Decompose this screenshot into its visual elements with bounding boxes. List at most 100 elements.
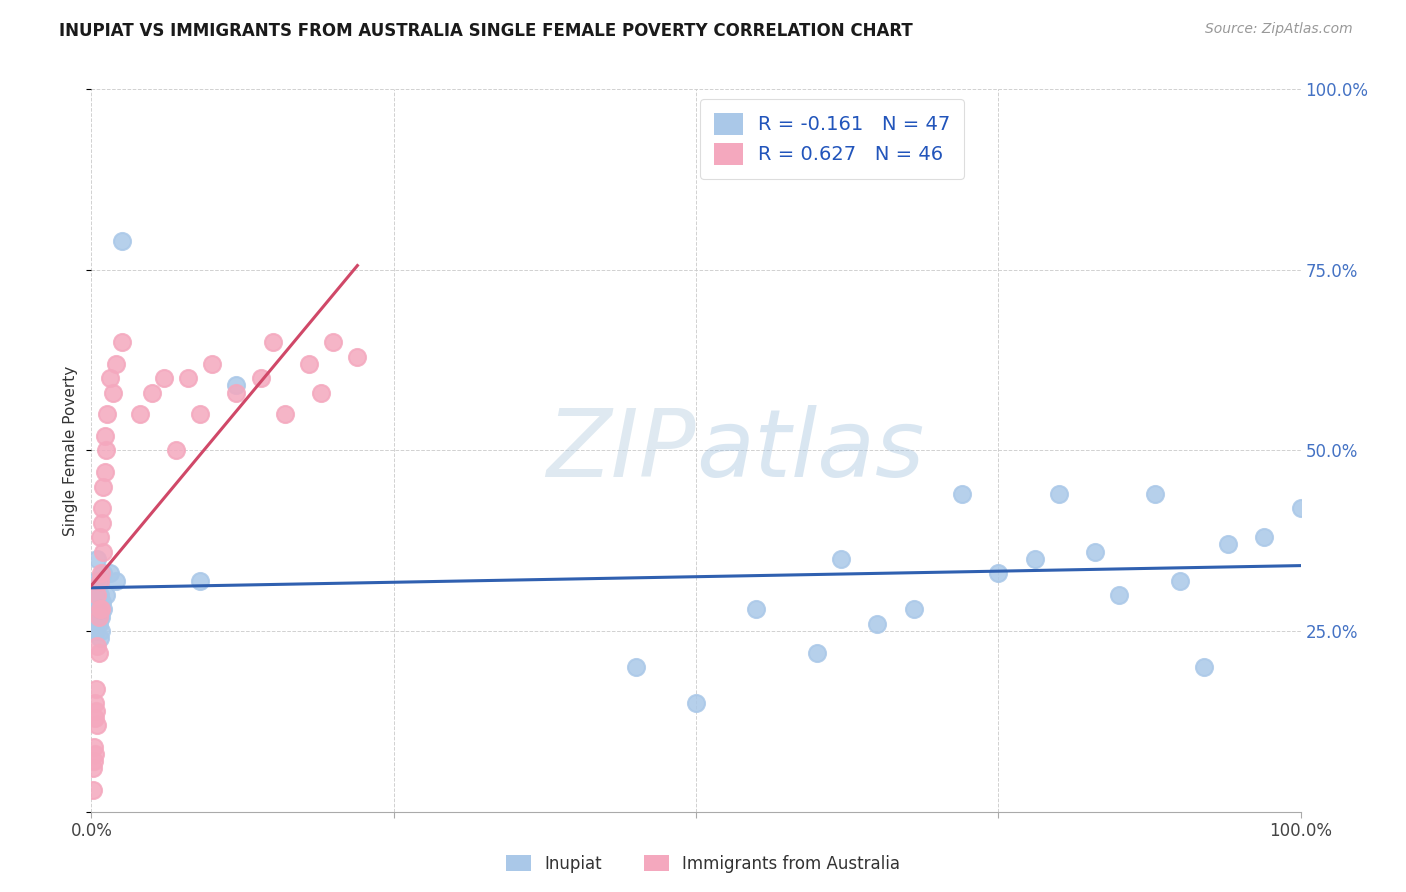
Legend: Inupiat, Immigrants from Australia: Inupiat, Immigrants from Australia [499,848,907,880]
Point [1144,487,1167,501]
Point [89,609,111,624]
Point [86,595,108,609]
Point [685,696,707,710]
Point [86,551,108,566]
Point [98,566,121,581]
Point [84,711,107,725]
Point [1168,574,1191,588]
Point [1047,487,1070,501]
Point [188,574,211,588]
Point [1084,544,1107,558]
Point [346,350,368,364]
Point [84,574,107,588]
Point [93,429,115,443]
Point [866,616,889,631]
Point [89,530,111,544]
Text: ZIP: ZIP [547,405,696,496]
Point [87,616,110,631]
Point [83,581,105,595]
Text: Source: ZipAtlas.com: Source: ZipAtlas.com [1205,22,1353,37]
Point [249,371,271,385]
Point [83,754,105,768]
Point [309,385,332,400]
Point [84,704,107,718]
Point [86,718,108,732]
Point [84,588,107,602]
Point [98,371,121,385]
Point [165,443,187,458]
Point [84,747,107,761]
Point [84,624,107,639]
Point [90,624,112,639]
Point [83,595,105,609]
Point [1253,530,1275,544]
Point [298,357,321,371]
Point [86,588,108,602]
Point [1108,588,1130,602]
Point [1289,501,1312,516]
Point [84,681,107,696]
Point [141,385,163,400]
Point [96,407,118,421]
Point [111,334,132,349]
Point [86,609,108,624]
Point [225,378,247,392]
Point [82,783,104,797]
Point [745,602,768,616]
Point [90,602,112,616]
Y-axis label: Single Female Poverty: Single Female Poverty [63,366,79,535]
Point [86,639,108,653]
Point [274,407,297,421]
Point [101,385,124,400]
Point [90,566,112,581]
Point [89,602,111,616]
Point [84,602,107,616]
Legend: R = -0.161   N = 47, R = 0.627   N = 46: R = -0.161 N = 47, R = 0.627 N = 46 [700,99,965,178]
Point [322,334,344,349]
Point [128,407,150,421]
Point [104,574,127,588]
Point [987,566,1010,581]
Point [87,574,110,588]
Point [83,739,105,754]
Point [82,761,104,775]
Point [104,357,127,371]
Point [82,609,104,624]
Point [93,465,115,479]
Point [94,443,117,458]
Point [93,480,115,494]
Point [89,574,111,588]
Text: atlas: atlas [696,405,924,496]
Point [91,595,114,609]
Point [84,696,107,710]
Point [830,551,852,566]
Point [84,616,107,631]
Point [93,566,115,581]
Point [94,588,117,602]
Point [93,602,115,616]
Text: INUPIAT VS IMMIGRANTS FROM AUSTRALIA SINGLE FEMALE POVERTY CORRELATION CHART: INUPIAT VS IMMIGRANTS FROM AUSTRALIA SIN… [59,22,912,40]
Point [950,487,973,501]
Point [87,646,110,660]
Point [903,602,925,616]
Point [91,501,114,516]
Point [93,544,115,558]
Point [111,234,132,248]
Point [87,609,110,624]
Point [177,371,200,385]
Point [806,646,828,660]
Point [1024,551,1046,566]
Point [91,516,114,530]
Point [89,632,111,646]
Point [225,385,247,400]
Point [87,602,110,616]
Point [624,660,647,674]
Point [1192,660,1215,674]
Point [188,407,211,421]
Point [153,371,176,385]
Point [262,334,284,349]
Point [89,588,111,602]
Point [1216,537,1239,551]
Point [90,609,112,624]
Point [201,357,224,371]
